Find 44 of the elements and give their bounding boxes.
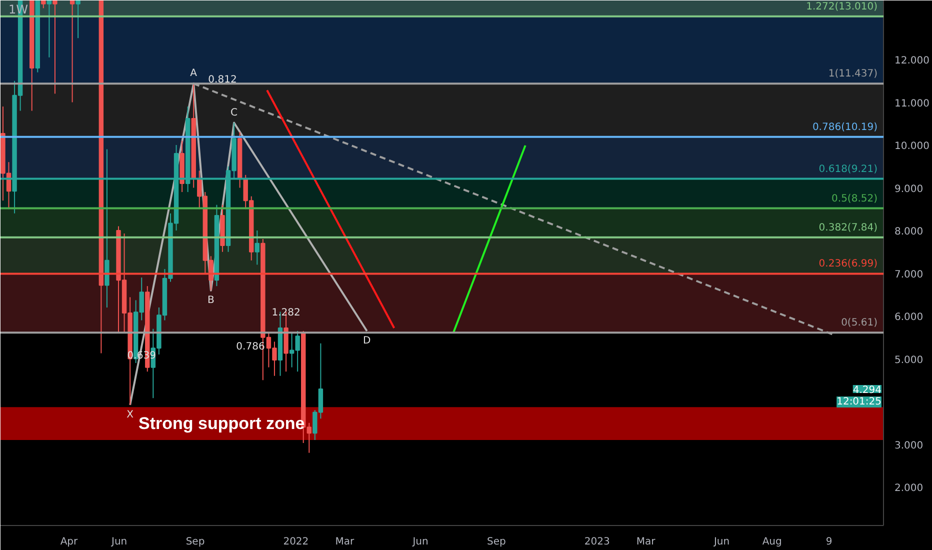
y-tick-label: 12.000 (894, 56, 930, 66)
y-tick-label: 11.000 (894, 98, 930, 110)
ref-line-label: 0.618(9.21) (818, 164, 878, 175)
y-tick-label: 9.000 (894, 184, 924, 195)
x-tick-label: Sep (186, 536, 205, 548)
x-tick-label: Mar (636, 536, 656, 548)
ref-line-label: 0.236(6.99) (818, 258, 878, 270)
candlestick (52, 0, 58, 94)
annotation: 1.282 (272, 308, 300, 319)
y-tick-label: 10.000 (894, 141, 930, 152)
annotation: D (363, 335, 372, 346)
annotation: 12:01:25 (836, 396, 882, 408)
ref-line-label: 1.272(13.010) (806, 1, 878, 12)
ref-line-label: 0.382(7.84) (818, 222, 878, 234)
candlestick (76, 0, 80, 39)
band-label: Strong support zone (138, 414, 305, 434)
x-tick-label: 2023 (584, 536, 610, 548)
annotation: C (230, 107, 238, 118)
annotation: X (126, 409, 134, 420)
y-tick-label: 8.000 (894, 226, 924, 238)
x-tick-label: Mar (335, 536, 355, 548)
y-tick-label: 2.000 (894, 483, 924, 494)
ref-line-label: 0.786(10.19) (812, 122, 878, 133)
ref-line-label: 0.5(8.52) (832, 193, 878, 204)
x-tick-label: 9 (826, 536, 832, 548)
candlestick (70, 0, 75, 103)
y-tick-label: 6.000 (894, 312, 924, 324)
ref-line-label: 0(5.61) (841, 318, 878, 329)
x-tick-label: Aug (762, 536, 782, 548)
annotation: 0.812 (208, 74, 237, 86)
y-tick-label: 7.000 (894, 269, 924, 280)
candlestick (46, 0, 52, 58)
x-tick-label: Sep (487, 536, 506, 548)
candlestick (254, 230, 260, 266)
ref-line-label: 1(11.437) (828, 68, 878, 80)
y-tick-label: 5.000 (894, 354, 924, 366)
annotation: A (190, 68, 198, 80)
annotation: B (208, 294, 215, 306)
x-tick-label: Jun (712, 536, 730, 548)
x-tick-label: Jun (412, 536, 428, 548)
y-tick-label: 3.000 (894, 440, 924, 452)
x-tick-label: 2022 (283, 536, 309, 548)
x-tick-label: Apr (60, 536, 79, 548)
x-tick-label: Jun (110, 536, 128, 548)
